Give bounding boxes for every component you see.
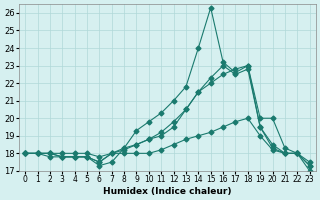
X-axis label: Humidex (Indice chaleur): Humidex (Indice chaleur)	[103, 187, 232, 196]
